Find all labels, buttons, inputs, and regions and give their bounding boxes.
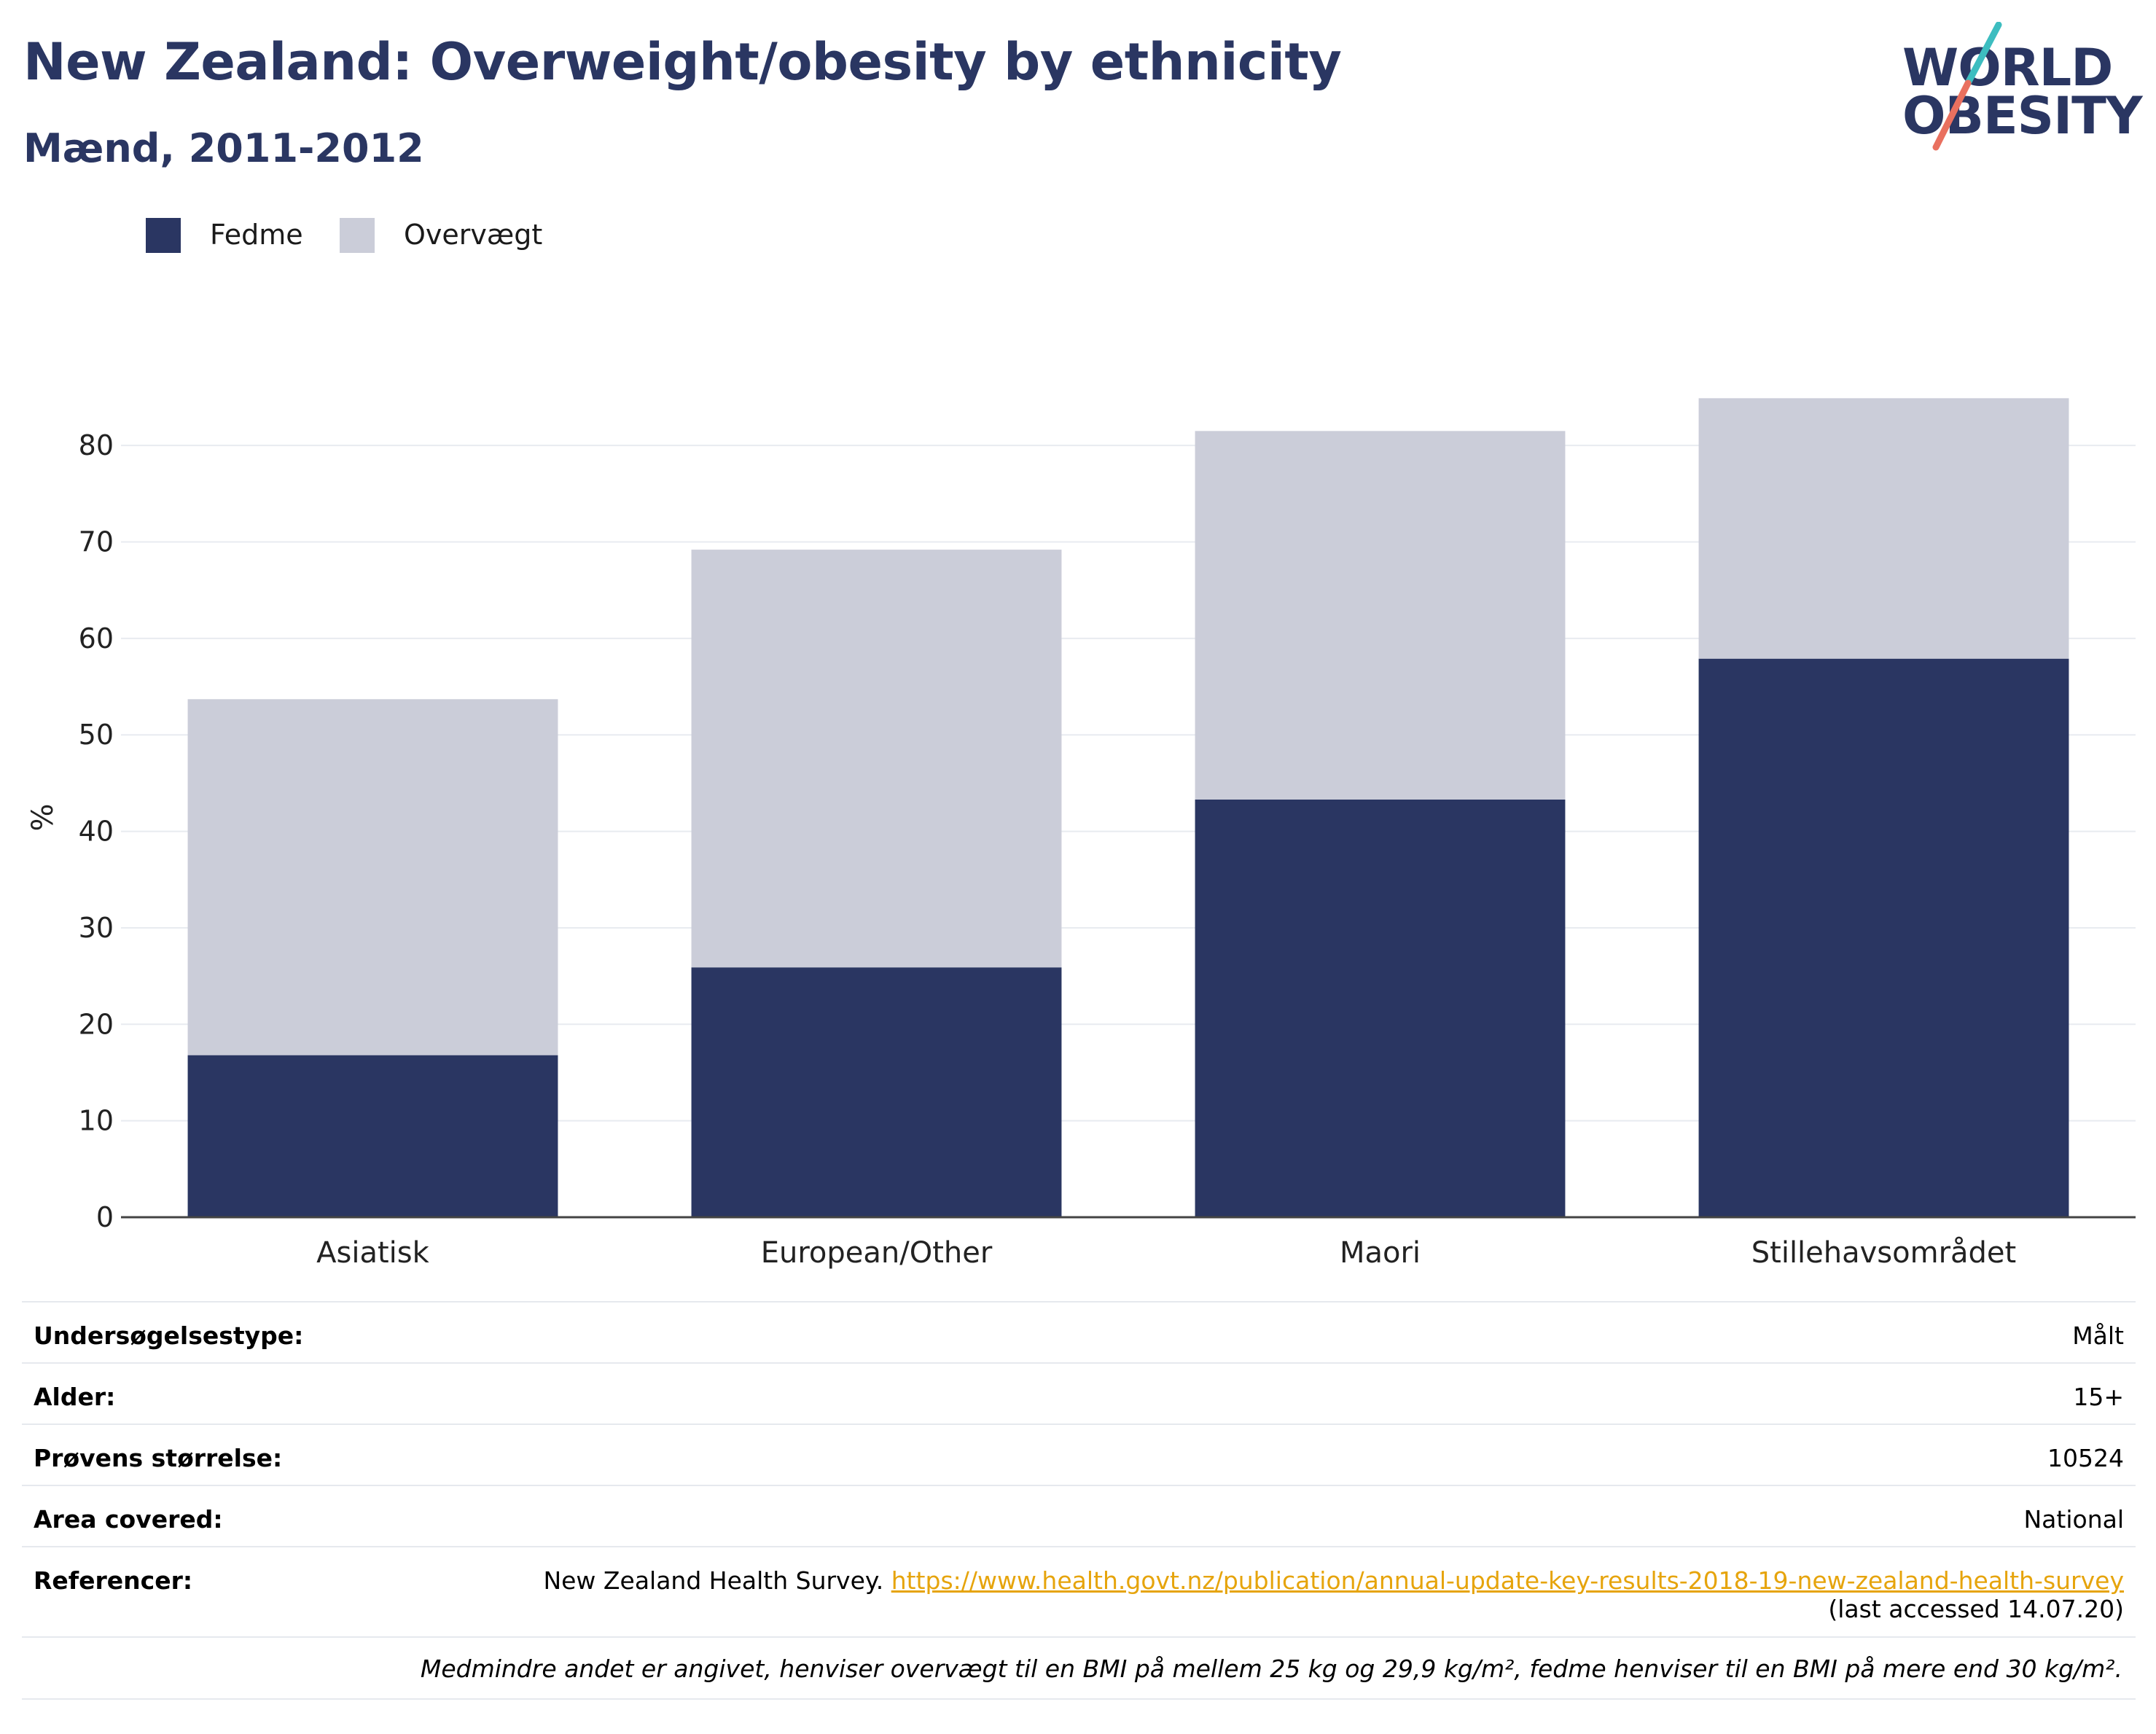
x-tick-label: European/Other [761,1236,993,1270]
info-label: Prøvens størrelse: [34,1444,283,1472]
info-value: 10524 [2047,1444,2124,1472]
x-tick-label: Stillehavsområdet [1751,1236,2016,1270]
stacked-bar-chart: 0 10 20 30 40 50 60 70 80% Asiatisk European/Other… [26,398,2136,1270]
y-axis-title: % [26,803,60,831]
footnote: Medmindre andet er angivet, henviser ove… [420,1655,2122,1683]
reference-link[interactable]: https://www.health.govt.nz/publication/a… [891,1566,2124,1595]
legend-swatch-overvaegt [340,218,375,253]
page-subtitle: Mænd, 2011-2012 [23,125,424,171]
y-tick-label: 40 [79,816,114,848]
x-tick-label: Maori [1340,1236,1421,1270]
y-tick-label: 60 [79,622,114,655]
y-tick-label: 0 [96,1201,114,1233]
y-tick-label: 80 [79,429,114,461]
info-label: Area covered: [34,1505,223,1534]
x-tick-label: Asiatisk [316,1236,429,1270]
bar-fedme-1 [691,967,1062,1217]
info-row-age: Alder: 15+ [22,1362,2136,1423]
y-tick-label: 30 [79,912,114,944]
info-value: 15+ [2073,1383,2124,1411]
info-value: New Zealand Health Survey. https://www.h… [543,1566,2124,1623]
info-label: Alder: [34,1383,116,1411]
y-tick-label: 10 [79,1105,114,1137]
reference-access-note: (last accessed 14.07.20) [1828,1595,2124,1623]
legend-swatch-fedme [146,218,181,253]
bar-overvaegt-3 [1698,398,2069,659]
bar-overvaegt-1 [691,550,1062,968]
legend-label-fedme: Fedme [210,219,303,251]
bar-fedme-0 [187,1055,558,1217]
bar-overvaegt-2 [1195,431,1566,800]
footnote-divider [22,1636,2136,1638]
page-title: New Zealand: Overweight/obesity by ethni… [23,32,1342,92]
info-row-references: Referencer: New Zealand Health Survey. h… [22,1546,2136,1636]
info-label: Referencer: [34,1566,193,1595]
info-label: Undersøgelsestype: [34,1321,304,1350]
info-value: Målt [2072,1321,2124,1350]
y-tick-label: 50 [79,719,114,751]
bar-fedme-2 [1195,799,1566,1217]
info-row-survey-type: Undersøgelsestype: Målt [22,1301,2136,1362]
info-row-area-covered: Area covered: National [22,1485,2136,1546]
info-row-sample-size: Prøvens størrelse: 10524 [22,1423,2136,1485]
legend-label-overvaegt: Overvægt [404,219,543,251]
bar-overvaegt-0 [187,699,558,1055]
bar-fedme-3 [1698,658,2069,1217]
info-value: National [2023,1505,2124,1534]
y-tick-label: 20 [79,1008,114,1040]
logo-word-world: WORLD [1902,38,2113,98]
world-obesity-logo: WORLD OBESITY [1902,22,2143,153]
y-tick-label: 70 [79,526,114,558]
bottom-divider [22,1698,2136,1700]
logo-slash-icon [1932,22,2002,151]
reference-source: New Zealand Health Survey. [543,1566,891,1595]
